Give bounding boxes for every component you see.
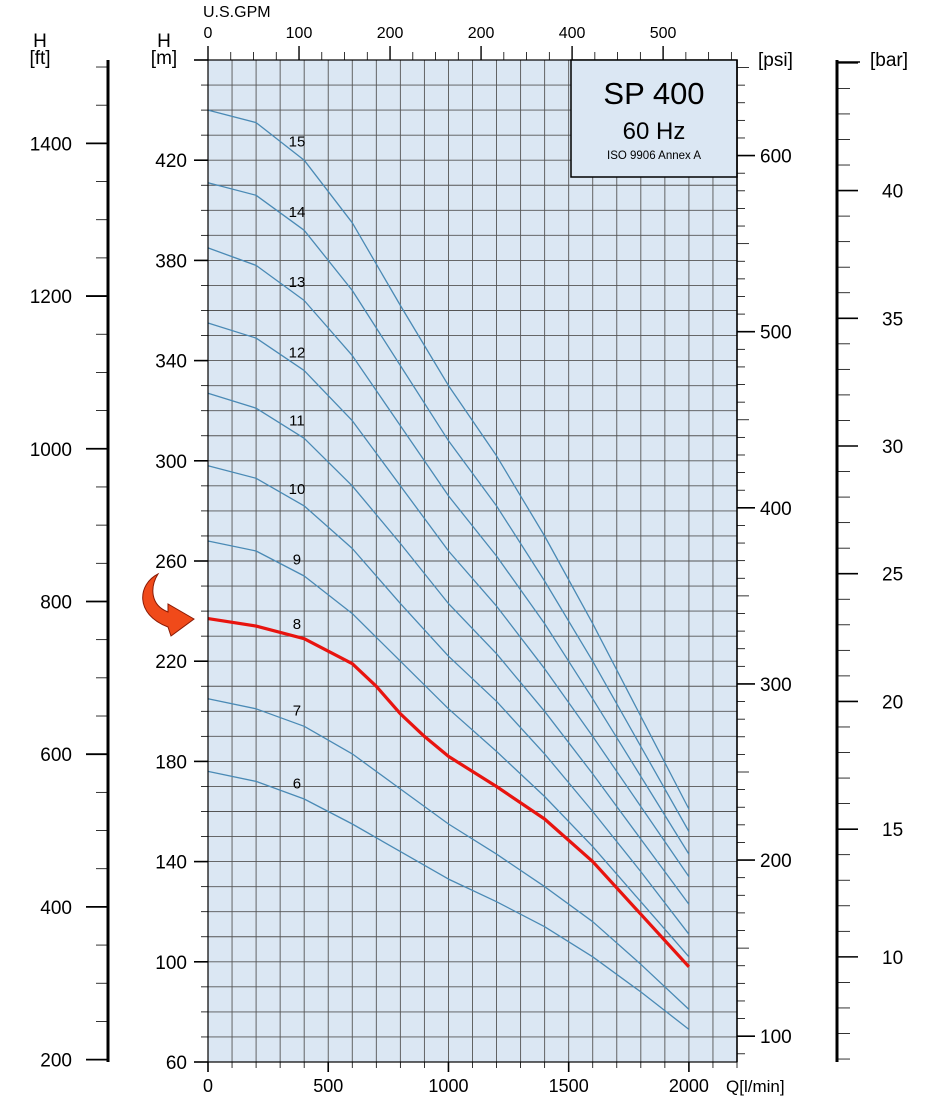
ft-tick-label: 1000 — [30, 440, 72, 461]
curve-10 — [207, 465, 690, 935]
curve-6 — [207, 770, 690, 1030]
ft-tick-label: 200 — [40, 1051, 72, 1072]
m-tick-label: 340 — [155, 352, 187, 373]
psi-tick-label: 500 — [760, 323, 792, 344]
m-tick-label: 180 — [155, 752, 187, 773]
bar-tick-label: 20 — [882, 692, 903, 713]
curve-15 — [207, 109, 690, 810]
gpm-tick-label: 0 — [204, 25, 213, 42]
bar-tick-label: 15 — [882, 820, 903, 841]
curve-14 — [207, 182, 690, 832]
curve-labels: 15 14 13 12 11 10 9 8 7 6 — [289, 134, 306, 793]
performance-curves — [207, 109, 691, 1030]
curve-label-11: 11 — [289, 413, 305, 430]
gpm-tick-label: 100 — [286, 25, 313, 42]
curve-label-9: 9 — [293, 551, 301, 568]
ft-tick-label: 600 — [40, 745, 72, 766]
curve-9 — [207, 540, 690, 958]
curve-label-6: 6 — [293, 775, 301, 792]
x-tick-label: 2000 — [669, 1076, 709, 1096]
highlight-arrow-icon — [142, 572, 195, 637]
title-box-frame — [570, 59, 738, 178]
m-tick-label: 260 — [155, 552, 187, 573]
bar-tick-label: 40 — [882, 182, 903, 203]
ft-axis-title-unit: [ft] — [29, 48, 50, 69]
bar-tick-label: 30 — [882, 437, 903, 458]
x-tick-label: 1000 — [428, 1076, 468, 1096]
curve-label-8: 8 — [293, 616, 301, 633]
m-axis-title-h: H — [157, 31, 171, 52]
m-tick-label: 140 — [155, 853, 187, 874]
ft-tick-label: 800 — [40, 592, 72, 613]
m-tick-label: 420 — [155, 151, 187, 172]
x-axis: 0 500 1000 1500 2000 — [203, 1062, 738, 1096]
ft-tick-label: 400 — [40, 898, 72, 919]
curve-13 — [207, 247, 690, 855]
gpm-tick-label: 400 — [559, 25, 586, 42]
psi-tick-label: 600 — [760, 147, 792, 168]
chart-subtitle: 60 Hz — [623, 118, 686, 145]
bar-tick-label: 35 — [882, 309, 903, 330]
psi-axis: 100 200 300 400 500 600 — [737, 67, 792, 1055]
bar-axis: 10 15 20 25 30 35 40 — [837, 62, 903, 1060]
psi-tick-label: 400 — [760, 499, 792, 520]
gpm-tick-label: 200 — [468, 25, 495, 42]
m-tick-label: 300 — [155, 452, 187, 473]
plot-grid — [208, 60, 737, 1062]
bar-tick-label: 25 — [882, 565, 903, 586]
gpm-tick-label: 200 — [377, 25, 404, 42]
curve-11 — [207, 392, 690, 905]
gpm-tick-label: 500 — [650, 25, 677, 42]
x-tick-label: 0 — [203, 1076, 213, 1096]
top-axis: 0 100 200 200 400 500 — [204, 25, 732, 60]
bar-axis-title: [bar] — [870, 50, 908, 71]
title-box: SP 400 60 Hz ISO 9906 Annex A — [570, 59, 738, 178]
psi-tick-label: 300 — [760, 675, 792, 696]
psi-tick-label: 200 — [760, 851, 792, 872]
curve-8 — [207, 617, 691, 968]
m-tick-label: 100 — [155, 953, 187, 974]
m-axis-title-unit: [m] — [151, 48, 177, 69]
ft-tick-label: 1200 — [30, 287, 72, 308]
curve-label-12: 12 — [289, 345, 306, 362]
curve-label-7: 7 — [293, 703, 301, 720]
m-axis: 60 100 140 180 220 260 300 340 380 420 — [155, 59, 208, 1074]
curve-label-10: 10 — [289, 481, 306, 498]
m-tick-label: 220 — [155, 652, 187, 673]
x-tick-label: 500 — [313, 1076, 343, 1096]
chart-title: SP 400 — [603, 76, 704, 111]
ft-axis-title-h: H — [33, 31, 47, 52]
chart-note: ISO 9906 Annex A — [607, 150, 701, 162]
x-tick-label: 1500 — [549, 1076, 589, 1096]
curve-label-13: 13 — [289, 274, 306, 291]
ft-tick-label: 1400 — [30, 134, 72, 155]
ft-axis: 200 400 600 800 1000 1200 1400 — [30, 66, 108, 1072]
bar-tick-label: 10 — [882, 948, 903, 969]
curve-12 — [207, 322, 690, 877]
curve-7 — [207, 698, 690, 1010]
psi-tick-label: 100 — [760, 1027, 792, 1048]
curve-label-15: 15 — [289, 134, 306, 151]
psi-axis-title: [psi] — [758, 50, 793, 71]
m-tick-label: 380 — [155, 251, 187, 272]
curve-label-14: 14 — [289, 204, 306, 221]
x-axis-title: Q[l/min] — [726, 1077, 785, 1096]
m-tick-label: 60 — [166, 1053, 187, 1074]
top-axis-title: U.S.GPM — [203, 4, 271, 21]
